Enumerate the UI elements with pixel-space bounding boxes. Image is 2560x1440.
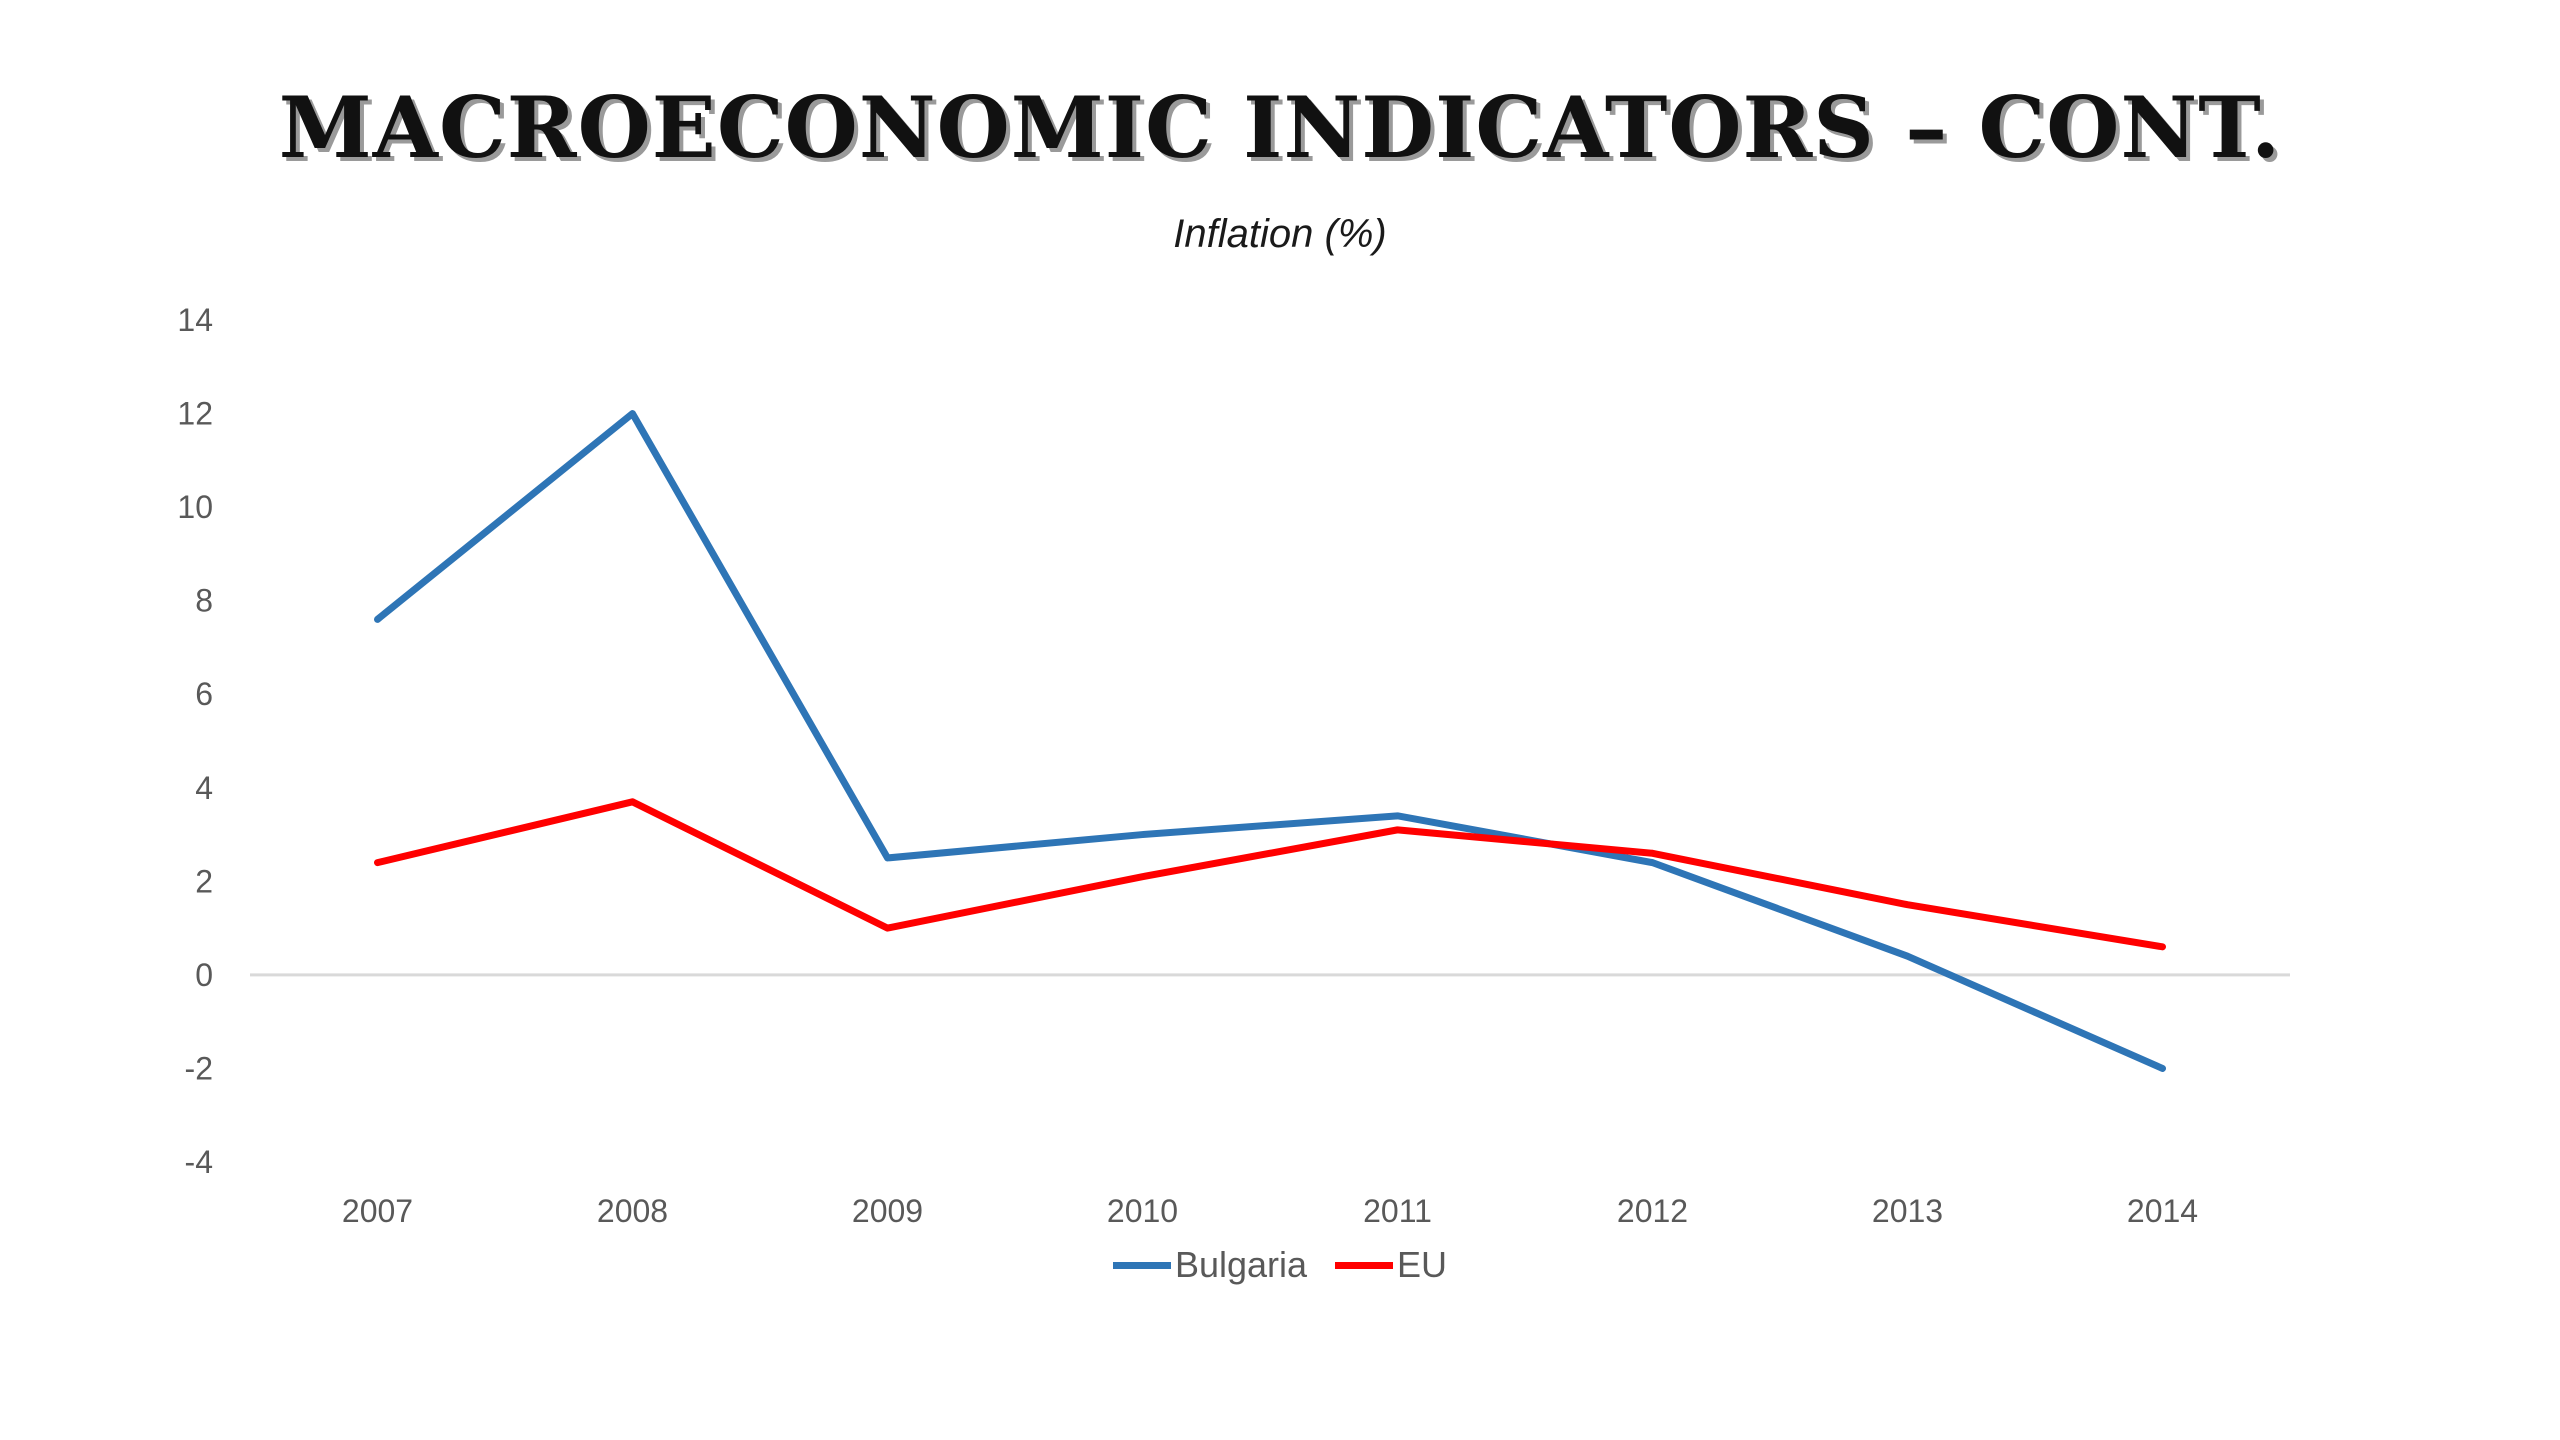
y-tick-label: -4	[185, 1144, 213, 1180]
chart-title: Inflation (%)	[1173, 212, 1387, 256]
x-tick-label: 2012	[1617, 1193, 1688, 1229]
x-tick-label: 2007	[342, 1193, 413, 1229]
y-tick-label: 10	[177, 489, 213, 525]
y-tick-label: 0	[195, 957, 213, 993]
legend-item-eu[interactable]: EU	[1335, 1244, 1447, 1286]
series-lines	[374, 410, 2166, 1072]
legend-swatch-eu	[1335, 1261, 1394, 1269]
series-line-bulgaria[interactable]	[374, 410, 2166, 1072]
legend-item-bulgaria[interactable]: Bulgaria	[1112, 1244, 1308, 1286]
y-tick-label: 6	[195, 676, 213, 712]
y-tick-label: 14	[177, 302, 213, 338]
y-axis-ticks: -4 -2 0 2 4 6 8 10 12 14	[177, 302, 213, 1180]
legend-swatch-bulgaria	[1112, 1261, 1171, 1269]
x-tick-label: 2008	[597, 1193, 668, 1229]
x-tick-label: 2014	[2127, 1193, 2198, 1229]
slide-title: Macroeconomic Indicators – cont.	[278, 78, 2282, 177]
y-tick-label: 12	[177, 396, 213, 432]
x-tick-label: 2010	[1107, 1193, 1178, 1229]
legend-label-eu: EU	[1397, 1244, 1448, 1285]
y-tick-label: 8	[195, 583, 213, 619]
legend-label-bulgaria: Bulgaria	[1174, 1244, 1308, 1285]
y-tick-label: -2	[185, 1050, 213, 1086]
y-tick-label: 4	[195, 770, 213, 806]
legend: Bulgaria EU	[0, 1244, 2560, 1286]
x-tick-label: 2009	[852, 1193, 923, 1229]
x-tick-label: 2013	[1872, 1193, 1943, 1229]
y-tick-label: 2	[195, 863, 213, 899]
x-tick-label: 2011	[1363, 1193, 1432, 1229]
x-axis-ticks: 2007 2008 2009 2010 2011 2012 2013 2014	[342, 1193, 2198, 1229]
series-line-eu[interactable]	[374, 798, 2166, 951]
